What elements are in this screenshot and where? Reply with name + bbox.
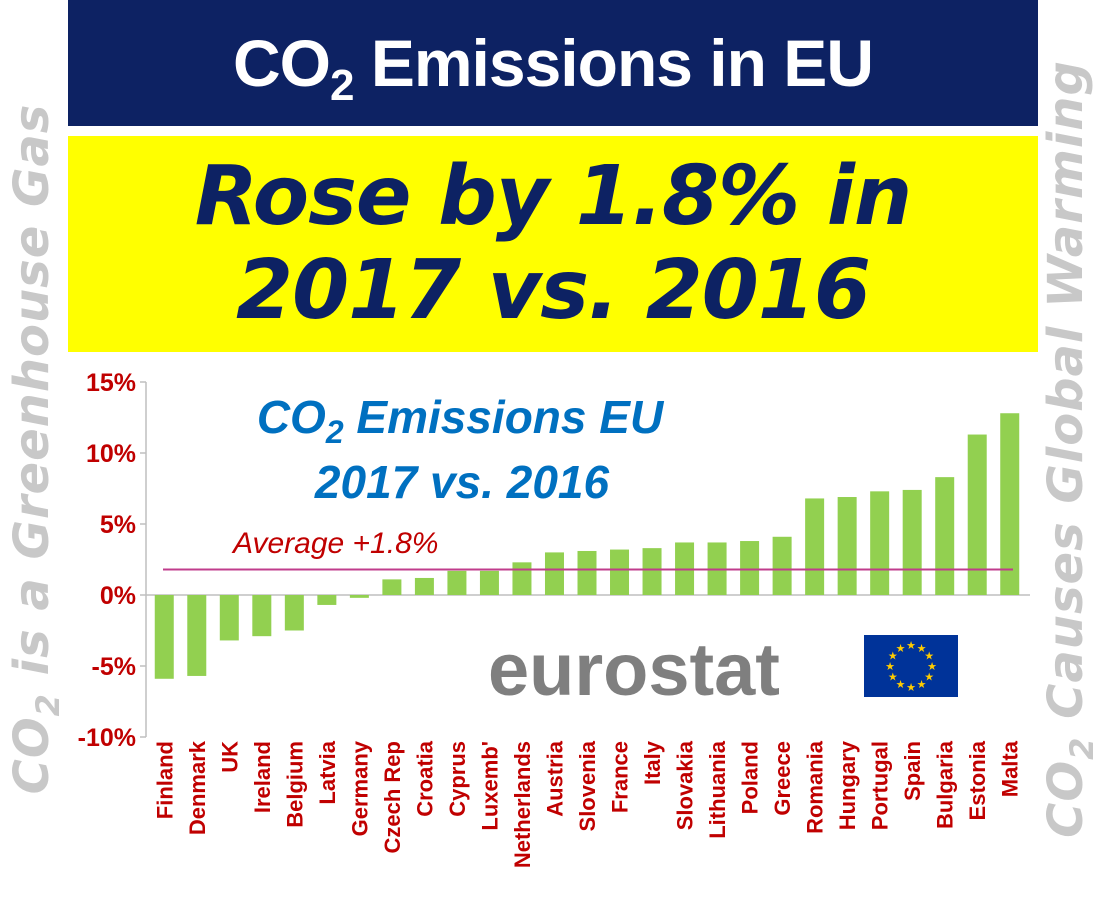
bar-czech-rep — [382, 579, 402, 595]
x-tick-label: Luxemb' — [477, 741, 502, 831]
bar-austria — [544, 552, 564, 595]
bar-france — [610, 549, 630, 595]
star-icon: ★ — [896, 643, 906, 655]
x-tick-label: Ireland — [250, 741, 275, 813]
y-tick-label: -10% — [78, 724, 136, 752]
star-icon: ★ — [927, 661, 937, 673]
x-tick-label: Slovakia — [673, 740, 698, 830]
x-tick-label: Greece — [770, 741, 795, 816]
bar-luxemb- — [479, 570, 499, 595]
bar-hungary — [837, 497, 857, 595]
star-icon: ★ — [888, 651, 898, 663]
bar-estonia — [967, 434, 987, 595]
bar-finland — [154, 595, 174, 679]
star-icon: ★ — [885, 661, 895, 673]
chart-title: CO2 Emissions EU — [257, 391, 665, 450]
x-tick-label: Spain — [900, 741, 925, 801]
bar-netherlands — [512, 562, 532, 595]
star-icon: ★ — [896, 679, 906, 691]
x-tick-label: Poland — [738, 741, 763, 814]
y-tick-label: 5% — [100, 511, 136, 539]
eu-flag-icon — [864, 635, 958, 697]
x-tick-label: Belgium — [282, 741, 307, 828]
x-tick-label: France — [608, 741, 633, 813]
x-tick-label: Croatia — [412, 740, 437, 817]
star-icon: ★ — [888, 672, 898, 684]
bar-belgium — [284, 595, 304, 631]
y-tick-label: 0% — [100, 582, 136, 610]
x-tick-label: Lithuania — [705, 740, 730, 839]
x-tick-label: Malta — [998, 740, 1023, 797]
bar-portugal — [870, 491, 890, 595]
title-banner: CO2 Emissions in EU — [68, 0, 1038, 126]
x-tick-label: Netherlands — [510, 741, 535, 868]
x-tick-label: Slovenia — [575, 740, 600, 831]
star-icon: ★ — [917, 679, 927, 691]
x-tick-label: Portugal — [868, 741, 893, 830]
bar-latvia — [317, 595, 337, 605]
eu-stars-icon: ★ ★★★★★★★★★★★ — [885, 640, 937, 694]
bar-germany — [349, 595, 369, 598]
x-tick-label: Hungary — [835, 740, 860, 830]
x-tick-label: Bulgaria — [933, 740, 958, 829]
chart-bars — [154, 413, 1020, 679]
headline-line-1: Rose by 1.8% in — [194, 149, 913, 244]
y-tick-label: 15% — [86, 369, 136, 397]
bar-uk — [219, 595, 239, 641]
star-icon: ★ — [924, 651, 934, 663]
bar-romania — [805, 498, 825, 595]
x-tick-label: Germany — [347, 740, 372, 836]
page-title: CO2 Emissions in EU — [233, 26, 874, 110]
headline-line-2: 2017 vs. 2016 — [236, 243, 871, 338]
chart-subtitle: 2017 vs. 2016 — [314, 456, 610, 508]
bar-bulgaria — [935, 477, 955, 595]
star-icon: ★ — [917, 643, 927, 655]
bar-poland — [740, 541, 760, 595]
y-tick-label: -5% — [92, 653, 136, 681]
bar-slovenia — [577, 550, 597, 595]
x-tick-label: Denmark — [185, 740, 210, 835]
x-tick-label: Italy — [640, 740, 665, 785]
x-tick-label: Austria — [542, 740, 567, 817]
bar-croatia — [414, 577, 434, 595]
bar-italy — [642, 548, 662, 595]
headline-box: Rose by 1.8% in 2017 vs. 2016 — [68, 136, 1038, 352]
x-tick-label: Latvia — [315, 740, 340, 804]
y-tick-labels: 15% 10% 5% 0% -5% -10% — [78, 369, 136, 752]
bar-malta — [1000, 413, 1020, 595]
bar-denmark — [187, 595, 207, 676]
eurostat-logo: eurostat ★ ★★★★★★★★★★★ — [488, 628, 958, 711]
x-tick-label: Cyprus — [445, 741, 470, 817]
x-tick-label: Romania — [803, 740, 828, 834]
x-tick-label: UK — [217, 741, 242, 773]
x-tick-label: Czech Rep — [380, 741, 405, 853]
star-icon: ★ — [924, 672, 934, 684]
bar-spain — [902, 489, 922, 595]
average-label: Average +1.8% — [231, 527, 438, 560]
bar-cyprus — [447, 570, 467, 595]
bar-greece — [772, 536, 792, 595]
star-icon: ★ — [906, 640, 916, 652]
star-icon: ★ — [906, 682, 916, 694]
x-tick-labels: Finland Denmark UK Ireland Belgium Latvia Germ… — [152, 740, 1022, 868]
y-tick-label: 10% — [86, 440, 136, 468]
x-tick-label: Finland — [152, 741, 177, 819]
eurostat-wordmark: eurostat — [488, 628, 780, 711]
bar-ireland — [252, 595, 272, 637]
x-tick-label: Estonia — [965, 740, 990, 820]
